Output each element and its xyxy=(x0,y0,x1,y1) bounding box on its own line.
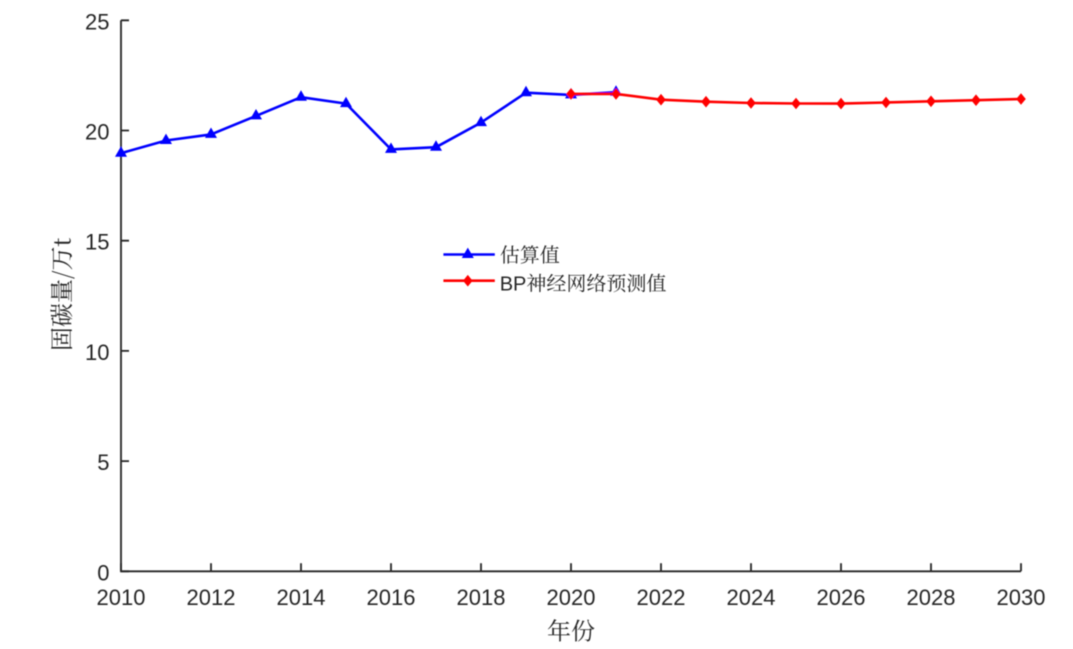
svg-text:2012: 2012 xyxy=(187,585,236,610)
svg-text:10: 10 xyxy=(85,340,109,365)
svg-text:25: 25 xyxy=(85,9,109,34)
svg-text:2030: 2030 xyxy=(997,585,1046,610)
svg-text:0: 0 xyxy=(97,560,109,585)
svg-text:20: 20 xyxy=(85,120,109,145)
svg-text:2022: 2022 xyxy=(637,585,686,610)
svg-text:2016: 2016 xyxy=(367,585,416,610)
svg-text:2018: 2018 xyxy=(457,585,506,610)
svg-text:2028: 2028 xyxy=(907,585,956,610)
svg-text:2014: 2014 xyxy=(277,585,326,610)
svg-text:2026: 2026 xyxy=(817,585,866,610)
svg-text:15: 15 xyxy=(85,230,109,255)
svg-text:5: 5 xyxy=(97,450,109,475)
svg-text:2020: 2020 xyxy=(547,585,596,610)
svg-text:2024: 2024 xyxy=(727,585,776,610)
svg-text:2010: 2010 xyxy=(97,585,146,610)
svg-text:BP: BP xyxy=(500,274,527,296)
